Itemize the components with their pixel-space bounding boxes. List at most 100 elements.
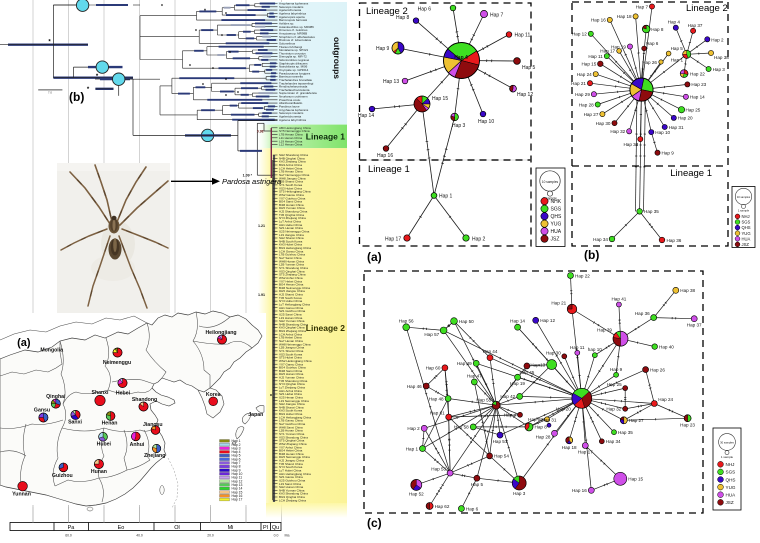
svg-text:DH5 Jiangsu China: DH5 Jiangsu China — [279, 289, 305, 293]
svg-text:AH1 Anhui China: AH1 Anhui China — [279, 389, 302, 393]
svg-text:KA3 Shandong China: KA3 Shandong China — [279, 492, 308, 496]
svg-text:Hap 1: Hap 1 — [439, 194, 453, 200]
svg-text:Hap 53: Hap 53 — [431, 467, 446, 472]
svg-text:B4M Hunan China: B4M Hunan China — [279, 203, 304, 207]
svg-text:Hap 34: Hap 34 — [593, 237, 608, 242]
svg-text:Hap 42: Hap 42 — [500, 394, 515, 399]
svg-text:SY1 Shandong China: SY1 Shandong China — [279, 266, 308, 270]
svg-text:Hap 38: Hap 38 — [680, 288, 695, 293]
svg-text:U25 Guizhou China: U25 Guizhou China — [279, 479, 306, 483]
svg-text:10 samples: 10 samples — [737, 195, 751, 199]
svg-text:Hebei: Hebei — [116, 391, 131, 397]
svg-text:Hap 26: Hap 26 — [642, 60, 657, 65]
svg-text:Hap 58: Hap 58 — [454, 425, 469, 430]
svg-text:Hap 12: Hap 12 — [232, 479, 243, 483]
svg-text:7.0: 7.0 — [48, 91, 52, 95]
svg-text:Hap 4: Hap 4 — [454, 55, 468, 61]
svg-text:B4M Neimenggu China: B4M Neimenggu China — [279, 286, 310, 290]
svg-text:Hap 45: Hap 45 — [519, 370, 534, 375]
svg-text:Hap 55: Hap 55 — [476, 398, 491, 403]
svg-text:Hap 39: Hap 39 — [597, 328, 612, 333]
svg-text:hap 10: hap 10 — [588, 347, 602, 352]
svg-text:1.91: 1.91 — [258, 293, 265, 297]
svg-text:ST5 Hubei China: ST5 Hubei China — [279, 356, 302, 360]
svg-text:Mongolia: Mongolia — [40, 348, 63, 354]
svg-text:Hap 16: Hap 16 — [377, 153, 393, 159]
svg-text:Hap 5: Hap 5 — [471, 482, 484, 487]
svg-text:*: * — [161, 4, 163, 10]
svg-text:*: * — [87, 87, 90, 93]
svg-text:ST5 Qinghai China: ST5 Qinghai China — [279, 439, 305, 443]
svg-text:Hap 33: Hap 33 — [623, 142, 638, 147]
svg-text:L7B Henan China: L7B Henan China — [279, 170, 303, 174]
svg-text:Korea: Korea — [206, 392, 221, 398]
svg-text:L11 Henan China: L11 Henan China — [279, 136, 302, 140]
svg-text:Staphinopis difracens: Staphinopis difracens — [279, 61, 308, 65]
svg-text:Hunan: Hunan — [91, 469, 107, 475]
svg-text:Trachelandes tepaverlingi: Trachelandes tepaverlingi — [279, 81, 314, 85]
svg-text:Na7 Sanxi China: Na7 Sanxi China — [279, 256, 302, 260]
svg-text:*: * — [204, 9, 206, 15]
svg-text:HUA: HUA — [551, 229, 562, 235]
svg-text:SZ1 Henan China: SZ1 Henan China — [279, 226, 303, 230]
svg-text:WH8 Jiangsu China: WH8 Jiangsu China — [279, 176, 306, 180]
svg-text:Neurlanum crohinsen: Neurlanum crohinsen — [279, 95, 308, 99]
svg-text:Hap 50: Hap 50 — [459, 319, 474, 324]
svg-text:Hap 11: Hap 11 — [515, 33, 531, 39]
svg-text:LcT Hubei China: LcT Hubei China — [279, 469, 302, 473]
svg-text:BG9 Heilongjiang China: BG9 Heilongjiang China — [279, 246, 311, 250]
svg-text:Trachellaschocciolenta: Trachellaschocciolenta — [279, 88, 310, 92]
svg-text:SH2 Shandong China: SH2 Shandong China — [279, 153, 308, 157]
svg-text:Amyciaenop. MR99B: Amyciaenop. MR99B — [279, 32, 307, 36]
svg-text:SY1 Shanxi China: SY1 Shanxi China — [279, 349, 304, 353]
svg-text:Hap 26: Hap 26 — [650, 367, 665, 372]
svg-text:BG4 Sanxi China: BG4 Sanxi China — [279, 200, 302, 204]
svg-text:BG9 Anhui China: BG9 Anhui China — [279, 163, 302, 167]
svg-text:*: * — [237, 91, 239, 97]
svg-text:*: * — [202, 83, 204, 89]
svg-text:Titanus fuhrbangi: Titanus fuhrbangi — [279, 45, 302, 49]
svg-text:0.0: 0.0 — [274, 534, 279, 538]
svg-text:Hap 56: Hap 56 — [399, 318, 414, 323]
svg-text:WS2 Zhejiang China: WS2 Zhejiang China — [279, 442, 307, 446]
svg-text:VS3 South Korea: VS3 South Korea — [279, 352, 303, 356]
svg-text:Hap 14: Hap 14 — [690, 95, 705, 100]
svg-text:KA3 South Korea: KA3 South Korea — [279, 409, 303, 413]
svg-text:U25 Henan China: U25 Henan China — [279, 396, 303, 400]
svg-text:Shandong: Shandong — [132, 397, 157, 403]
svg-text:Hap 59: Hap 59 — [528, 417, 543, 422]
svg-text:Hap 8: Hap 8 — [232, 465, 241, 469]
svg-text:L19 Henan China: L19 Henan China — [279, 139, 303, 143]
svg-text:Hap 6: Hap 6 — [646, 41, 659, 46]
svg-text:(b): (b) — [584, 248, 599, 262]
svg-text:Hap 14: Hap 14 — [510, 319, 525, 324]
svg-text:WS2 Anhui China: WS2 Anhui China — [279, 276, 303, 280]
svg-text:outgroups: outgroups — [332, 37, 342, 79]
svg-text:Hap 17: Hap 17 — [578, 450, 593, 455]
svg-text:Hap 21: Hap 21 — [551, 301, 566, 306]
svg-text:Lineage 2: Lineage 2 — [366, 6, 408, 17]
svg-text:Hap 32: Hap 32 — [610, 129, 625, 134]
svg-text:Hap 16: Hap 16 — [232, 494, 243, 498]
svg-text:N4B South Korea: N4B South Korea — [279, 239, 303, 243]
svg-text:Hap 30: Hap 30 — [596, 121, 611, 126]
svg-text:Hap 7: Hap 7 — [636, 4, 649, 9]
svg-text:L7B Hebei China: L7B Hebei China — [279, 336, 302, 340]
svg-text:Qinghai: Qinghai — [46, 394, 66, 400]
svg-text:Eo: Eo — [118, 525, 125, 531]
svg-text:NY3 South Korea: NY3 South Korea — [279, 465, 303, 469]
svg-text:Hap 52: Hap 52 — [409, 491, 424, 496]
svg-text:Hap 20: Hap 20 — [556, 406, 571, 411]
svg-text:Hap 5: Hap 5 — [522, 65, 536, 71]
svg-text:Hap 27: Hap 27 — [629, 418, 644, 423]
svg-text:SY1 Yunnan China: SY1 Yunnan China — [279, 432, 305, 436]
svg-text:(a): (a) — [17, 337, 31, 349]
svg-text:Hap 2: Hap 2 — [711, 37, 724, 42]
svg-text:WH8 Neimenggu China: WH8 Neimenggu China — [279, 342, 311, 346]
svg-text:YX7 Gansu China: YX7 Gansu China — [279, 362, 303, 366]
svg-text:Hap 8: Hap 8 — [396, 15, 410, 21]
svg-text:LcT Heilongjiang China: LcT Heilongjiang China — [279, 303, 310, 307]
svg-text:Lineage 1: Lineage 1 — [368, 164, 410, 175]
svg-text:AJ2 Shandong China: AJ2 Shandong China — [279, 210, 308, 214]
svg-text:Agelena labyrinthica: Agelena labyrinthica — [279, 12, 306, 16]
